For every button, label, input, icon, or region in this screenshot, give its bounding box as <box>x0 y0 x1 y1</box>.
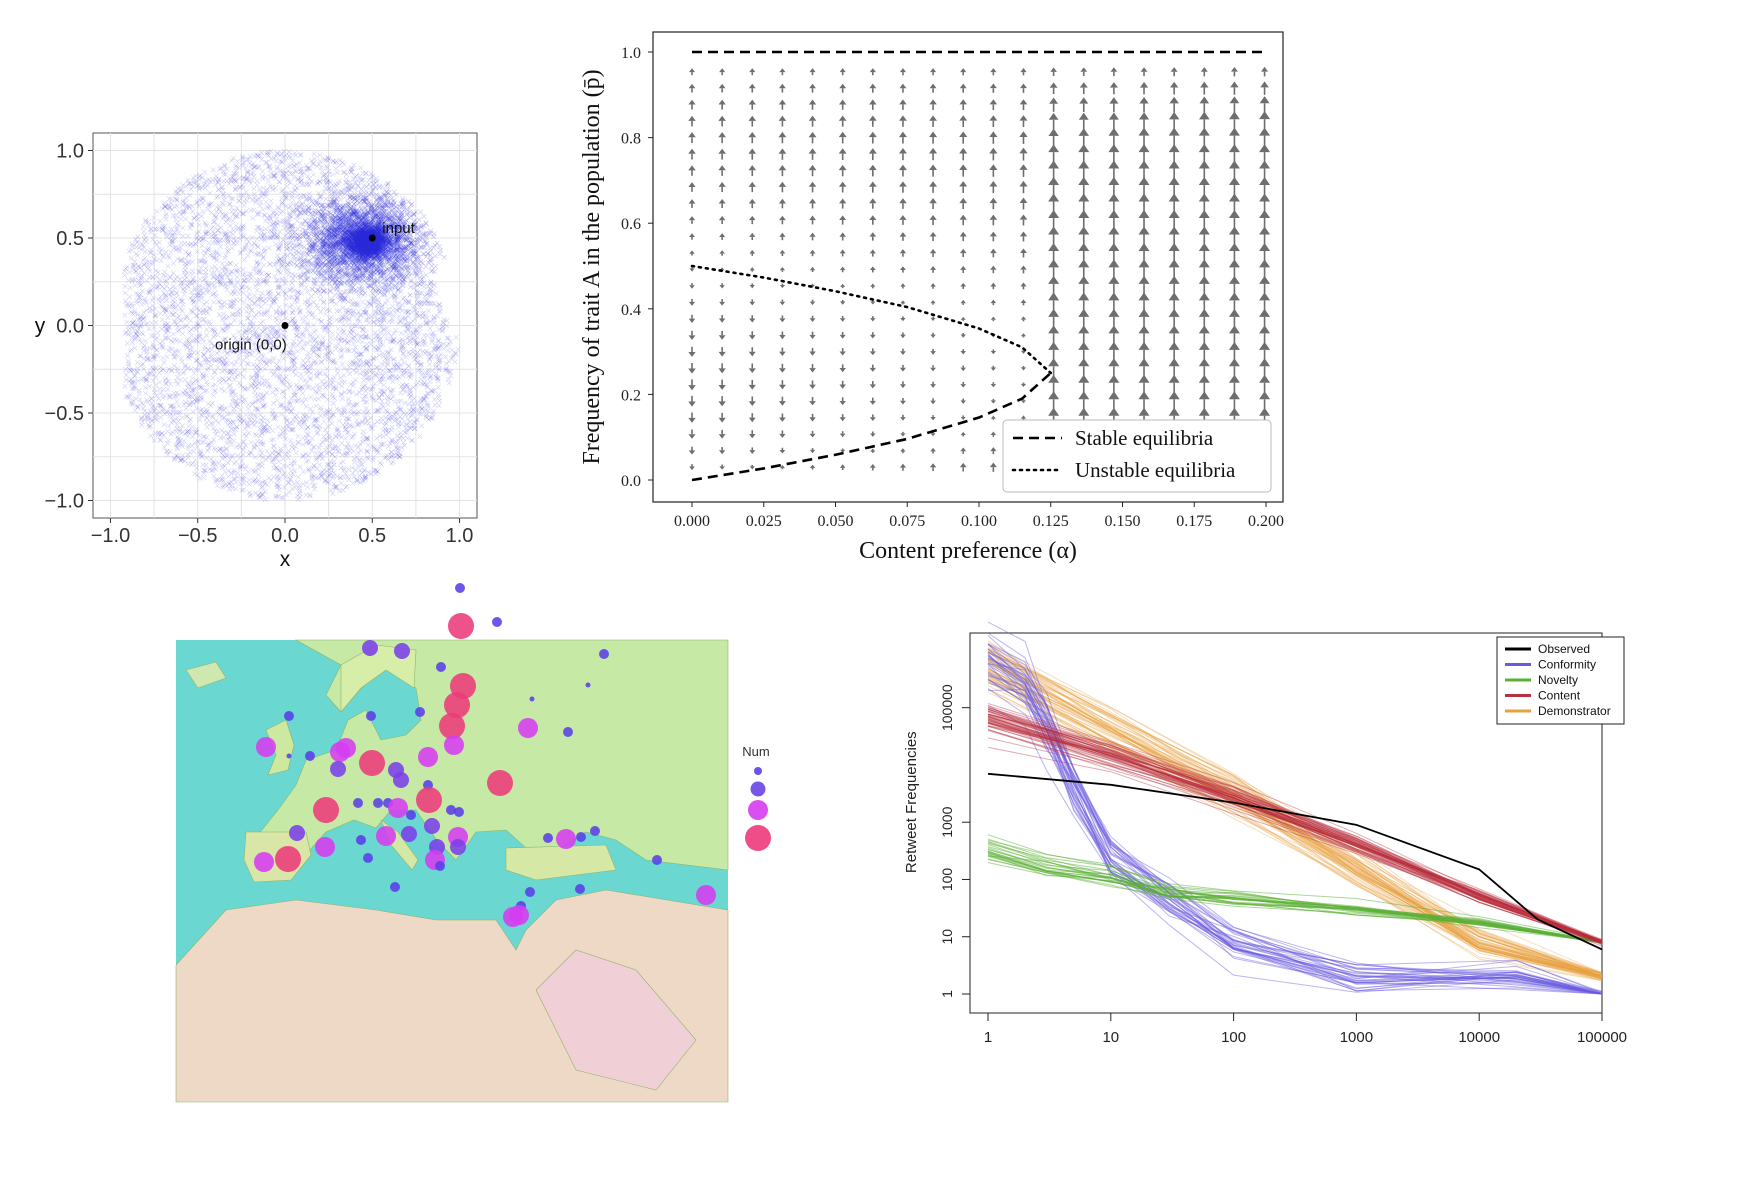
scatter-panel: inputorigin (0,0)−1.0−0.50.00.51.0−1.0−0… <box>0 0 620 640</box>
scatter-chart: inputorigin (0,0)−1.0−0.50.00.51.0−1.0−0… <box>0 0 620 640</box>
